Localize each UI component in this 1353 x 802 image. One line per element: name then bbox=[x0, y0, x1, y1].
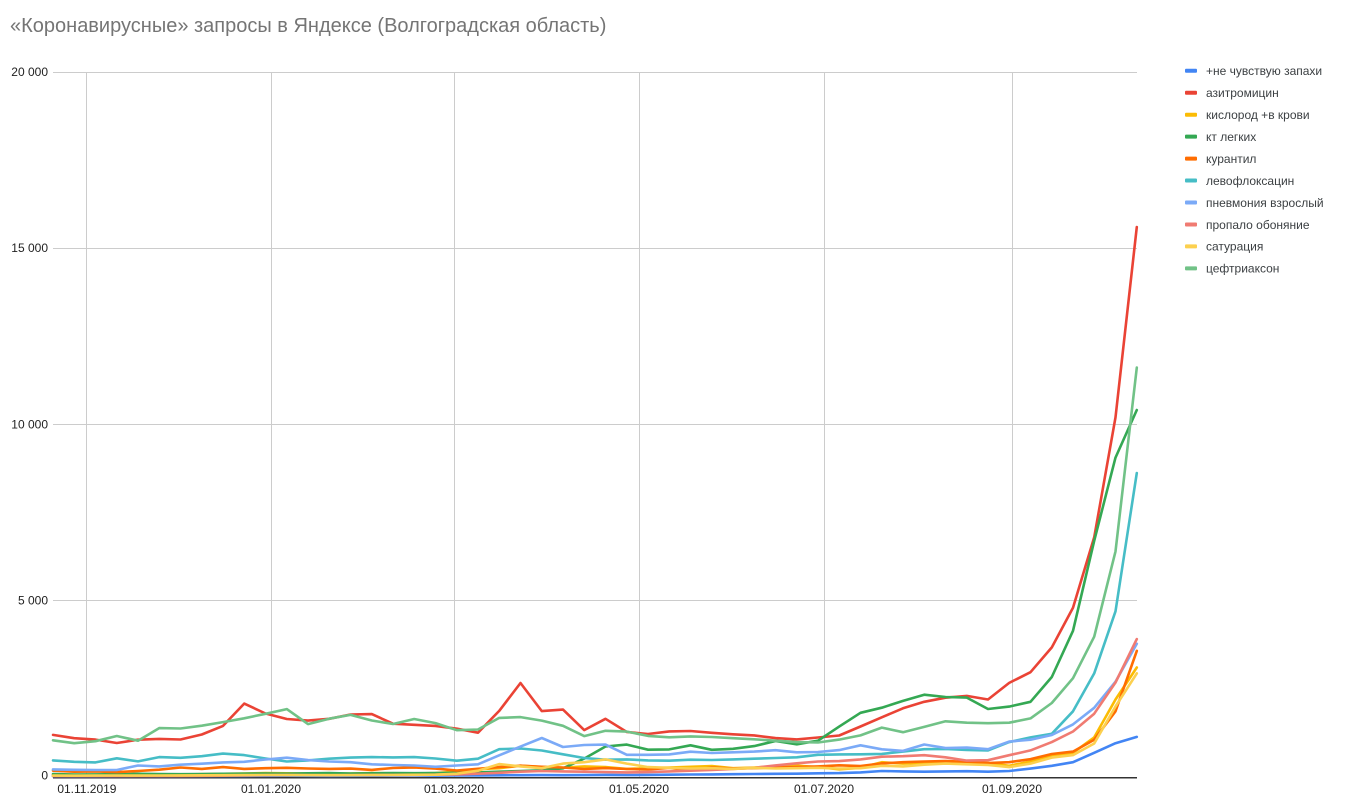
svg-text:пневмония взрослый: пневмония взрослый bbox=[1206, 196, 1324, 210]
svg-text:15 000: 15 000 bbox=[11, 241, 48, 255]
svg-text:5 000: 5 000 bbox=[18, 594, 48, 608]
svg-text:цефтриаксон: цефтриаксон bbox=[1206, 262, 1279, 276]
svg-text:«Коронавирусные» запросы в Янд: «Коронавирусные» запросы в Яндексе (Волг… bbox=[10, 15, 606, 37]
svg-text:10 000: 10 000 bbox=[11, 417, 48, 431]
svg-text:курантил: курантил bbox=[1206, 152, 1256, 166]
svg-text:левофлоксацин: левофлоксацин bbox=[1206, 174, 1294, 188]
svg-text:01.07.2020: 01.07.2020 bbox=[794, 782, 854, 796]
svg-text:01.11.2019: 01.11.2019 bbox=[57, 782, 116, 796]
svg-text:кт легких: кт легких bbox=[1206, 130, 1256, 144]
svg-text:азитромицин: азитромицин bbox=[1206, 86, 1279, 100]
svg-text:01.09.2020: 01.09.2020 bbox=[982, 782, 1042, 796]
svg-text:кислород +в крови: кислород +в крови bbox=[1206, 108, 1310, 122]
svg-text:01.05.2020: 01.05.2020 bbox=[609, 782, 669, 796]
svg-text:01.03.2020: 01.03.2020 bbox=[424, 782, 484, 796]
svg-text:01.01.2020: 01.01.2020 bbox=[241, 782, 301, 796]
svg-text:пропало обоняние: пропало обоняние bbox=[1206, 218, 1310, 232]
svg-text:20 000: 20 000 bbox=[11, 65, 48, 79]
svg-text:+не чувствую запахи: +не чувствую запахи bbox=[1206, 64, 1322, 78]
svg-text:сатурация: сатурация bbox=[1206, 240, 1263, 254]
svg-text:0: 0 bbox=[41, 768, 48, 782]
